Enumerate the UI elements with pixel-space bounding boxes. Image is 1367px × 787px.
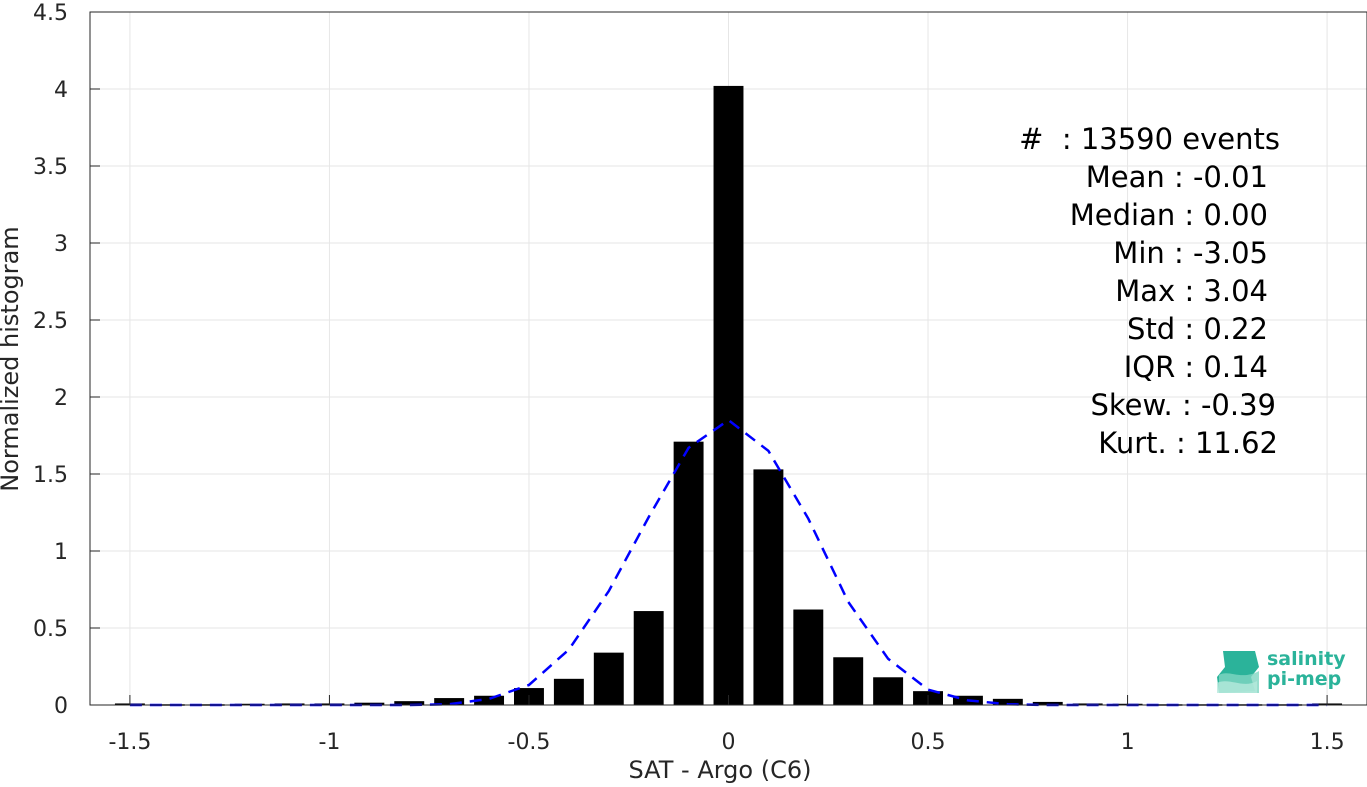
histogram-bar — [354, 702, 385, 705]
logo-wave-icon — [1217, 651, 1259, 693]
histogram-bar — [873, 677, 904, 705]
logo-text-line1: salinity — [1267, 648, 1346, 670]
histogram-bar — [394, 701, 425, 705]
logo-text-line2: pi-mep — [1267, 668, 1342, 690]
histogram-bar — [474, 695, 505, 705]
stat-kurt: Kurt. : 11.62 — [1098, 426, 1278, 460]
x-axis-ticks: -1.5 -1 -0.5 0 0.5 1 1.5 — [108, 695, 1345, 755]
stat-mean: Mean : -0.01 — [1085, 160, 1268, 194]
y-tick-label: 4 — [54, 78, 68, 103]
stat-events: # : 13590 events — [1019, 122, 1280, 156]
y-tick-label: 4.5 — [33, 1, 68, 26]
x-tick-label: -1 — [318, 730, 340, 755]
histogram-bar — [992, 698, 1023, 705]
x-tick-label: 1 — [1121, 730, 1135, 755]
histogram-bar — [833, 657, 864, 705]
histogram-bar — [553, 678, 584, 705]
y-tick-label: 0 — [54, 694, 68, 719]
histogram-bar — [753, 469, 784, 705]
x-tick-label: 1.5 — [1310, 730, 1345, 755]
x-tick-label: -0.5 — [508, 730, 551, 755]
histogram-bar — [593, 652, 624, 705]
y-tick-label: 3 — [54, 232, 68, 257]
x-tick-label: 0 — [722, 730, 736, 755]
stat-min: Min : -3.05 — [1113, 236, 1268, 270]
histogram-bars — [114, 85, 1343, 706]
y-tick-label: 1 — [54, 540, 68, 565]
y-axis-label: Normalized histogram — [0, 226, 24, 492]
y-tick-label: 0.5 — [33, 617, 68, 642]
histogram-bar — [793, 609, 824, 705]
histogram-bar — [633, 611, 664, 705]
stat-max: Max : 3.04 — [1115, 274, 1268, 308]
stat-iqr: IQR : 0.14 — [1123, 350, 1268, 384]
stat-median: Median : 0.00 — [1069, 198, 1268, 232]
y-tick-label: 2 — [54, 386, 68, 411]
y-tick-label: 1.5 — [33, 463, 68, 488]
stat-skew: Skew. : -0.39 — [1090, 388, 1276, 422]
histogram-bar — [434, 698, 465, 705]
y-axis-ticks: 0 0.5 1 1.5 2 2.5 3 3.5 4 4.5 — [33, 1, 100, 719]
x-tick-label: -1.5 — [108, 730, 151, 755]
histogram-bar — [713, 85, 744, 706]
y-tick-label: 2.5 — [33, 309, 68, 334]
y-tick-label: 3.5 — [33, 155, 68, 180]
histogram-bar — [1032, 701, 1063, 705]
salinity-pi-mep-logo: salinity pi-mep — [1215, 645, 1346, 695]
x-tick-label: 0.5 — [911, 730, 946, 755]
stat-std: Std : 0.22 — [1127, 312, 1268, 346]
histogram-bar — [673, 441, 704, 705]
x-axis-label: SAT - Argo (C6) — [628, 756, 812, 784]
histogram-bar — [274, 703, 305, 705]
